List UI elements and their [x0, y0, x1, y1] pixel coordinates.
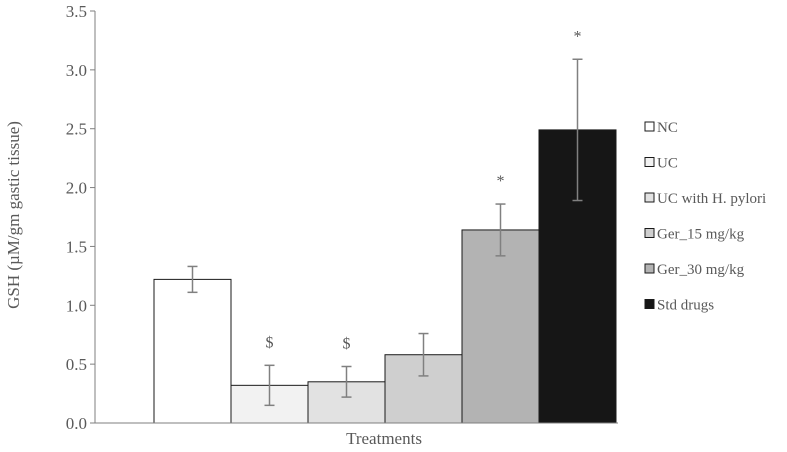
bar — [153, 278, 232, 424]
legend: NC UC UC with H. pylori Ger_15 mg/kg Ger_30 … — [644, 120, 766, 314]
bars — [153, 129, 617, 424]
y-tick-label: 2.5 — [66, 120, 87, 139]
y-tick-label: 3.0 — [66, 61, 87, 80]
legend-swatch — [644, 157, 655, 167]
y-tick-label: 0.5 — [66, 355, 87, 374]
y-tick-label: 1.5 — [66, 237, 87, 256]
significance-marker: * — [497, 173, 505, 190]
y-tick-label: 3.5 — [66, 2, 87, 21]
legend-swatch — [644, 228, 655, 238]
error-bars — [187, 58, 583, 407]
y-tick-label: 1.0 — [66, 296, 87, 315]
legend-swatch — [644, 263, 655, 274]
y-tick-label: 0.0 — [66, 414, 87, 433]
y-axis-title: GSH (µM/gm gastic tissue) — [4, 121, 23, 309]
significance-annotations: $ $ * * — [266, 28, 582, 352]
significance-marker: * — [574, 28, 582, 45]
legend-label: Ger_30 mg/kg — [657, 262, 745, 278]
legend-label: NC — [657, 120, 678, 136]
legend-label: UC with H. pylori — [657, 191, 766, 207]
legend-swatch — [644, 192, 655, 203]
y-tick-label: 2.0 — [66, 179, 87, 198]
x-axis-title: Treatments — [346, 429, 422, 448]
legend-label: UC — [657, 156, 678, 172]
legend-label: Std drugs — [657, 298, 714, 314]
bar — [461, 229, 540, 424]
legend-label: Ger_15 mg/kg — [657, 227, 745, 243]
significance-marker: $ — [343, 335, 351, 352]
y-axis: 0.0 0.5 1.0 1.5 2.0 2.5 3.0 3.5 — [66, 2, 96, 433]
legend-swatch — [644, 299, 655, 309]
significance-marker: $ — [266, 334, 274, 351]
legend-swatch — [644, 121, 655, 132]
